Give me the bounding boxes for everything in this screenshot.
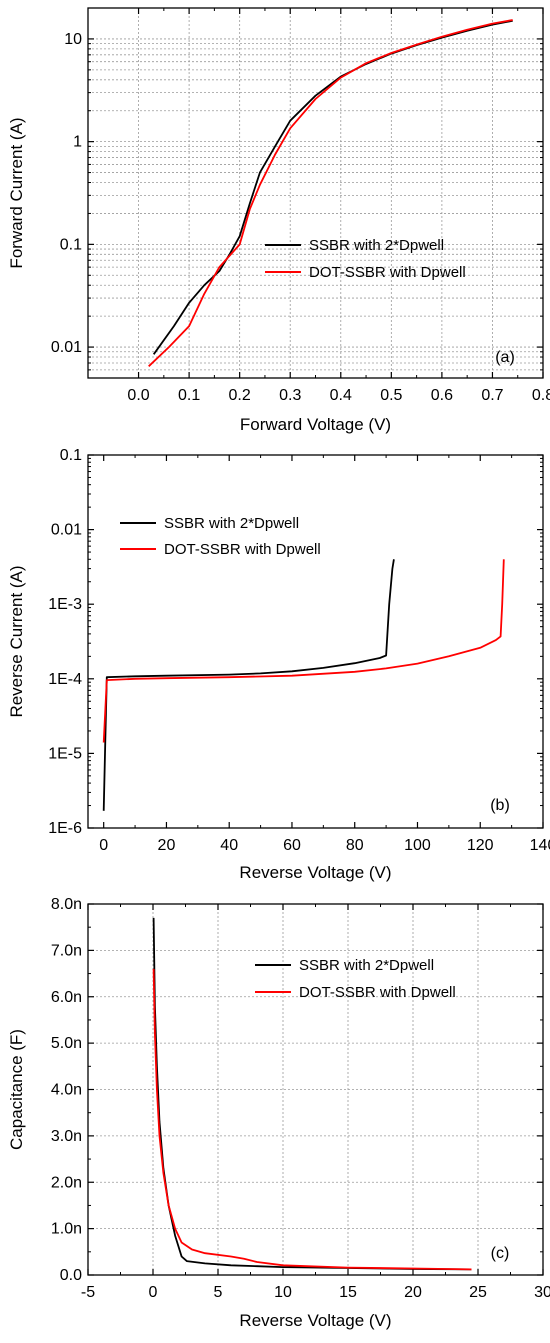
panel-b-y-tick-label-4: 0.01 <box>51 522 82 539</box>
panel-b-x-tick-label-4: 80 <box>346 837 364 854</box>
panel-c-x-tick-label-1: 0 <box>149 1284 158 1301</box>
panel-a-legend-label-1: DOT-SSBR with Dpwell <box>309 264 466 281</box>
panel-a-y-axis-title: Forward Current (A) <box>7 117 26 268</box>
panel-b-x-tick-label-3: 60 <box>283 837 301 854</box>
panel-c-y-tick-label-4: 4.0n <box>51 1082 82 1099</box>
panel-b-x-tick-label-7: 140 <box>530 837 550 854</box>
panel-a-series-1-line <box>148 19 513 367</box>
panel-c-legend-label-0: SSBR with 2*Dpwell <box>299 957 434 974</box>
panel-b-series-0-line <box>102 559 395 811</box>
panel-a-x-tick-label-2: 0.2 <box>229 387 251 404</box>
panel-b-plot-frame <box>87 454 544 829</box>
panel-a-label: (a) <box>495 349 515 366</box>
panel-b-y-tick-label-3: 1E-3 <box>48 596 82 613</box>
panel-b-legend-label-0: SSBR with 2*Dpwell <box>164 515 299 532</box>
panel-c-y-tick-label-6: 6.0n <box>51 989 82 1006</box>
panel-b-x-tick-label-0: 0 <box>99 837 108 854</box>
panel-c-x-tick-label-7: 30 <box>534 1284 550 1301</box>
panel-b-y-tick-label-2: 1E-4 <box>48 671 82 688</box>
panel-c-series-1-line <box>152 968 472 1271</box>
panel-a-x-tick-label-0: 0.0 <box>127 387 149 404</box>
panel-c: -5 0 5 10 15 20 25 30 0.0 1.0n 2.0n 3.0n 4.0n 5.0n 6.0… <box>7 896 550 1330</box>
panel-a-x-axis-title: Forward Voltage (V) <box>240 415 391 434</box>
panel-a-x-tick-label-1: 0.1 <box>178 387 200 404</box>
panel-b-x-tick-label-5: 100 <box>404 837 431 854</box>
panel-c-x-tick-label-2: 5 <box>214 1284 223 1301</box>
panel-a-x-tick-label-3: 0.3 <box>279 387 301 404</box>
panel-b: 0 20 40 60 80 100 120 140 1E-6 1E-5 1E-4 1E-3 0.01 0.… <box>7 447 550 882</box>
panel-c-legend-label-1: DOT-SSBR with Dpwell <box>299 984 456 1001</box>
panel-b-y-tick-label-0: 1E-6 <box>48 820 82 837</box>
panel-c-y-tick-label-1: 1.0n <box>51 1221 82 1238</box>
panel-b-legend-label-1: DOT-SSBR with Dpwell <box>164 541 321 558</box>
panel-c-series-0-line <box>152 917 472 1271</box>
panel-c-x-tick-label-4: 15 <box>339 1284 357 1301</box>
panel-c-label: (c) <box>491 1245 510 1262</box>
panel-a-series-0-line <box>152 19 513 355</box>
panel-c-x-tick-label-3: 10 <box>274 1284 292 1301</box>
panel-c-y-tick-label-3: 3.0n <box>51 1128 82 1145</box>
panel-a-x-tick-label-6: 0.6 <box>431 387 453 404</box>
panel-b-x-tick-label-6: 120 <box>467 837 494 854</box>
panel-b-series-1-line <box>102 559 505 743</box>
panel-c-y-axis-title: Capacitance (F) <box>7 1029 26 1150</box>
panel-b-y-tick-label-5: 0.1 <box>60 447 82 464</box>
panel-b-x-axis-title: Reverse Voltage (V) <box>239 863 391 882</box>
panel-a-y-tick-label-0: 0.01 <box>51 339 82 356</box>
panel-a-x-tick-label-5: 0.5 <box>380 387 402 404</box>
panel-c-x-tick-label-6: 25 <box>469 1284 487 1301</box>
panel-a-plot-frame <box>87 7 544 379</box>
panel-a-x-tick-label-8: 0.8 <box>532 387 550 404</box>
panel-c-y-tick-label-7: 7.0n <box>51 942 82 959</box>
panel-a-x-tick-label-4: 0.4 <box>330 387 352 404</box>
panel-c-y-tick-label-2: 2.0n <box>51 1174 82 1191</box>
panel-b-label: (b) <box>490 797 510 814</box>
panel-c-plot-frame <box>87 903 544 1276</box>
panel-b-y-axis-title: Reverse Current (A) <box>7 565 26 717</box>
panel-c-y-tick-label-0: 0.0 <box>60 1267 82 1284</box>
panel-b-y-tick-label-1: 1E-5 <box>48 745 82 762</box>
panel-a-y-tick-label-2: 1 <box>73 134 82 151</box>
panel-c-y-tick-label-8: 8.0n <box>51 896 82 913</box>
panel-b-x-tick-label-2: 40 <box>220 837 238 854</box>
panel-c-x-tick-label-5: 20 <box>404 1284 422 1301</box>
panel-c-x-axis-title: Reverse Voltage (V) <box>239 1311 391 1330</box>
panel-a-y-tick-label-3: 10 <box>64 31 82 48</box>
panel-a-y-tick-label-1: 0.1 <box>60 236 82 253</box>
panel-a-x-tick-label-7: 0.7 <box>481 387 503 404</box>
panel-c-y-tick-label-5: 5.0n <box>51 1035 82 1052</box>
panel-a: 0.0 0.1 0.2 0.3 0.4 0.5 0.6 0.7 0.8 0.01 0.1 1 10 For… <box>7 7 550 434</box>
panel-c-x-tick-label-0: -5 <box>81 1284 95 1301</box>
panel-a-legend-label-0: SSBR with 2*Dpwell <box>309 237 444 254</box>
panel-b-x-tick-label-1: 20 <box>158 837 176 854</box>
